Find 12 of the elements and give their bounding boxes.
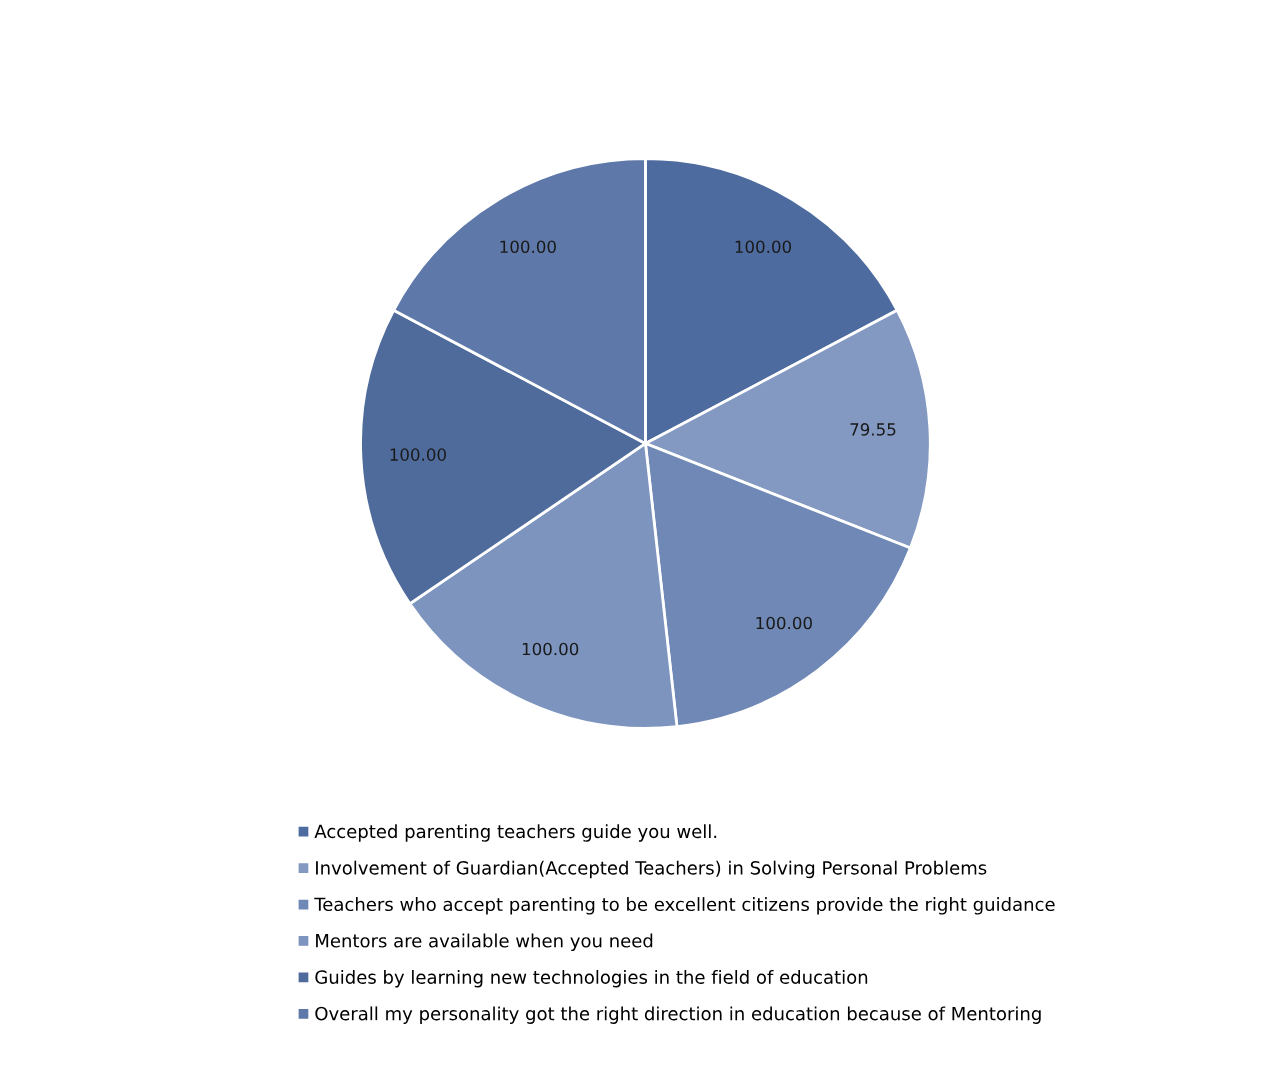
legend-label: Guides by learning new technologies in the field of education bbox=[315, 969, 868, 988]
legend-label: Involvement of Guardian(Accepted Teachers) in Solving Personal Problems bbox=[316, 860, 987, 879]
data-label: 100.00 bbox=[390, 448, 446, 461]
legend-label: Accepted parenting teachers guide you well. bbox=[314, 824, 717, 842]
data-label: 100.00 bbox=[500, 240, 556, 254]
legend-label: Mentors are available when you need bbox=[316, 933, 653, 952]
data-label: 100.00 bbox=[522, 642, 579, 656]
data-label: 100.00 bbox=[735, 240, 792, 254]
data-label: 100.00 bbox=[756, 616, 812, 630]
data-label: 79.55 bbox=[850, 423, 896, 436]
legend-label: Overall my personality got the right direction in education because of Mentoring bbox=[315, 1006, 1041, 1024]
legend-label: Teachers who accept parenting to be excellent citizens provide the right guidance bbox=[314, 897, 1055, 915]
